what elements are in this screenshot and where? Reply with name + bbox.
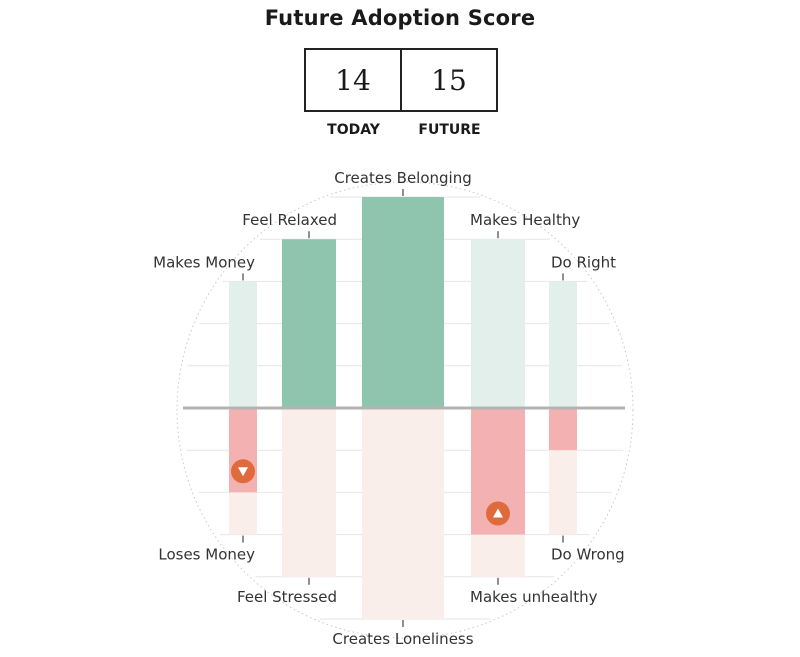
triangle-down-icon [238,467,248,477]
diverging-bar-chart: Makes Money Loses Money Feel Relaxed Feel S… [153,169,634,648]
negative-label: Creates Loneliness [332,630,473,648]
positive-label: Makes Money [153,253,255,271]
score-box: 14 15 [304,48,498,112]
positive-track [471,239,525,408]
positive-label: Feel Relaxed [242,211,337,229]
today-score-label: TODAY [327,122,380,138]
positive-label: Do Right [551,253,616,271]
negative-label: Do Wrong [551,546,625,564]
outline-circle [176,181,634,639]
future-score-value: 15 [400,50,496,110]
future-score-label: FUTURE [418,122,481,138]
positive-bar [282,239,336,408]
positive-label: Makes Healthy [470,211,580,229]
negative-track [282,408,336,577]
negative-label: Feel Stressed [237,588,337,606]
triangle-up-icon [493,508,503,518]
negative-label: Makes unhealthy [470,588,598,606]
chart-title: Future Adoption Score [264,6,536,30]
positive-bar [362,197,444,408]
positive-label: Creates Belonging [334,169,472,187]
positive-track [229,281,257,408]
negative-label: Loses Money [158,546,255,564]
negative-track [362,408,444,619]
positive-track [549,281,577,408]
negative-bar [549,408,577,451]
today-score-value: 14 [335,63,371,97]
